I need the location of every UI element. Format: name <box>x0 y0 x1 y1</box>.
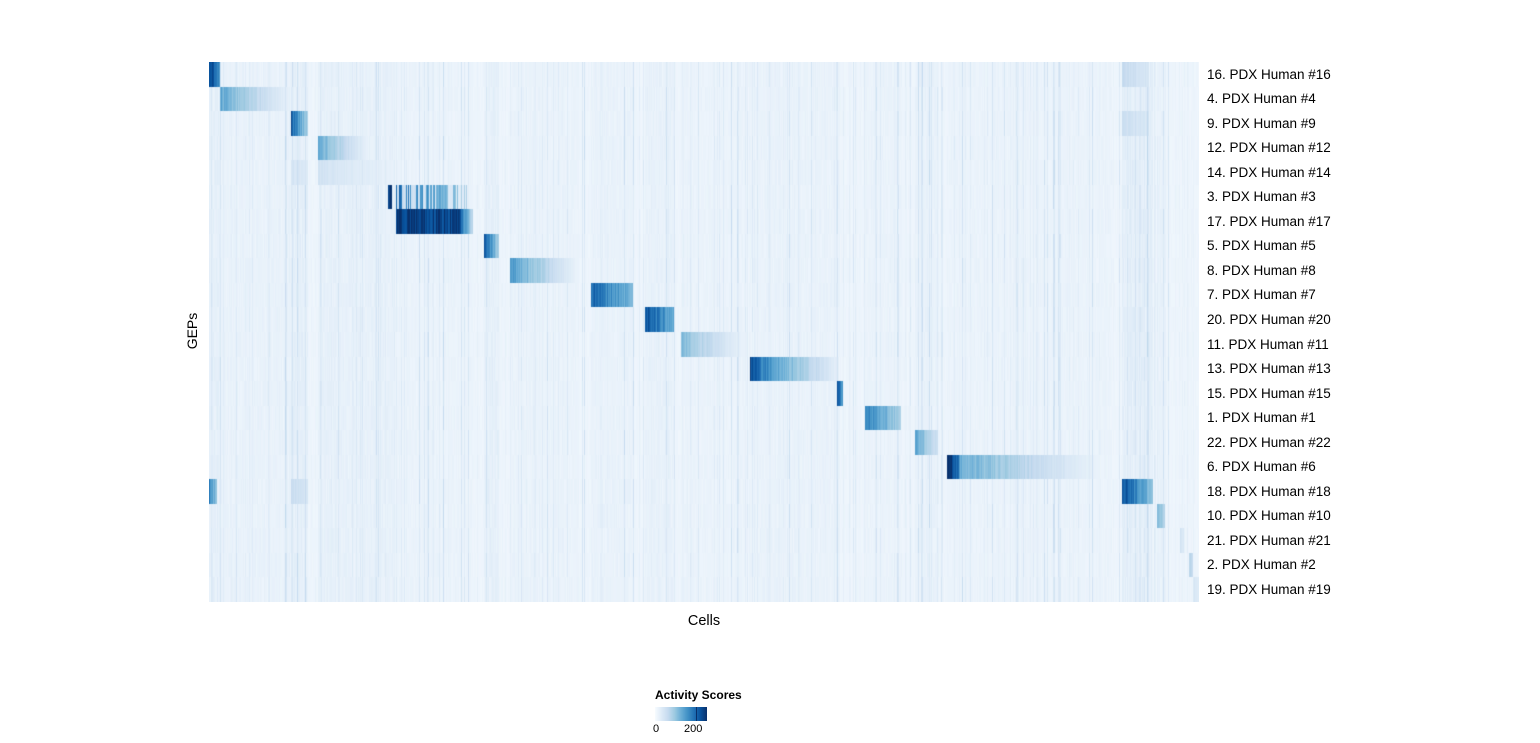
legend-max-tick <box>696 707 697 721</box>
legend-gradient-bar <box>655 707 707 721</box>
row-label: 9. PDX Human #9 <box>1207 115 1316 131</box>
y-axis-label: GEPs <box>184 312 200 350</box>
legend-scale: 0 200 <box>653 721 707 735</box>
row-label: 8. PDX Human #8 <box>1207 262 1316 278</box>
row-label: 16. PDX Human #16 <box>1207 66 1331 82</box>
heatmap-canvas <box>209 62 1199 602</box>
row-label: 19. PDX Human #19 <box>1207 582 1331 597</box>
row-label: 7. PDX Human #7 <box>1207 287 1316 303</box>
row-label: 5. PDX Human #5 <box>1207 238 1316 254</box>
legend-max-label: 200 <box>684 723 703 735</box>
x-axis-label: Cells <box>687 613 721 629</box>
row-label: 15. PDX Human #15 <box>1207 385 1331 401</box>
row-label: 14. PDX Human #14 <box>1207 164 1331 180</box>
row-label: 13. PDX Human #13 <box>1207 361 1331 377</box>
row-label: 10. PDX Human #10 <box>1207 508 1331 524</box>
row-label: 18. PDX Human #18 <box>1207 483 1331 499</box>
activity-scores-legend: Activity Scores 0 200 <box>653 688 775 735</box>
row-label: 12. PDX Human #12 <box>1207 140 1331 156</box>
row-label: 17. PDX Human #17 <box>1207 213 1331 229</box>
legend-min-label: 0 <box>653 723 660 735</box>
row-labels: 16. PDX Human #16 4. PDX Human #4 9. PDX H… <box>1207 62 1407 602</box>
row-label: 2. PDX Human #2 <box>1207 557 1316 573</box>
row-label: 1. PDX Human #1 <box>1207 410 1316 426</box>
row-label: 21. PDX Human #21 <box>1207 532 1331 548</box>
row-label: 6. PDX Human #6 <box>1207 459 1316 475</box>
row-label: 11. PDX Human #11 <box>1207 336 1329 352</box>
legend-title: Activity Scores <box>655 688 742 702</box>
row-label: 3. PDX Human #3 <box>1207 189 1316 205</box>
row-label: 22. PDX Human #22 <box>1207 434 1331 450</box>
row-label: 20. PDX Human #20 <box>1207 311 1331 327</box>
row-label: 4. PDX Human #4 <box>1207 91 1316 107</box>
